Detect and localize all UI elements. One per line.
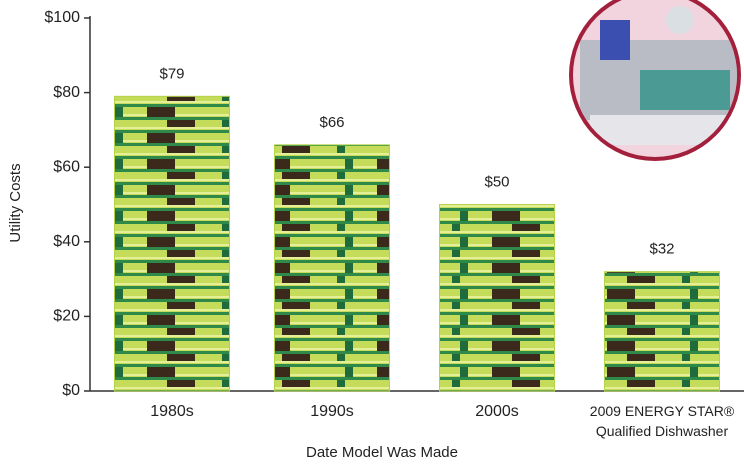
bar xyxy=(114,95,230,392)
x-tick-label: 1990s xyxy=(310,403,354,420)
x-tick-label: 1980s xyxy=(150,403,194,420)
bar xyxy=(439,204,555,392)
value-label: $79 xyxy=(159,65,184,82)
y-tick-label: $100 xyxy=(44,9,80,26)
y-axis-title: Utility Costs xyxy=(7,163,24,242)
value-label: $32 xyxy=(649,241,674,258)
value-label: $66 xyxy=(319,114,344,131)
y-tick-label: $20 xyxy=(53,308,80,325)
dishwasher-photo xyxy=(569,0,741,161)
y-tick-label: $80 xyxy=(53,84,80,101)
value-label: $50 xyxy=(484,173,509,190)
y-tick-label: $0 xyxy=(62,382,80,399)
y-tick-label: $60 xyxy=(53,158,80,175)
x-tick-label-line: 2009 ENERGY STAR® xyxy=(590,403,735,419)
x-axis-title: Date Model Was Made xyxy=(306,444,458,461)
y-tick-label: $40 xyxy=(53,233,80,250)
x-tick-label: 2009 ENERGY STAR® Qualified Dishwasher xyxy=(590,403,735,439)
x-tick-label: 2000s xyxy=(475,403,519,420)
bar xyxy=(604,271,720,392)
x-tick-label-line: Qualified Dishwasher xyxy=(596,423,729,439)
bar xyxy=(274,144,390,392)
